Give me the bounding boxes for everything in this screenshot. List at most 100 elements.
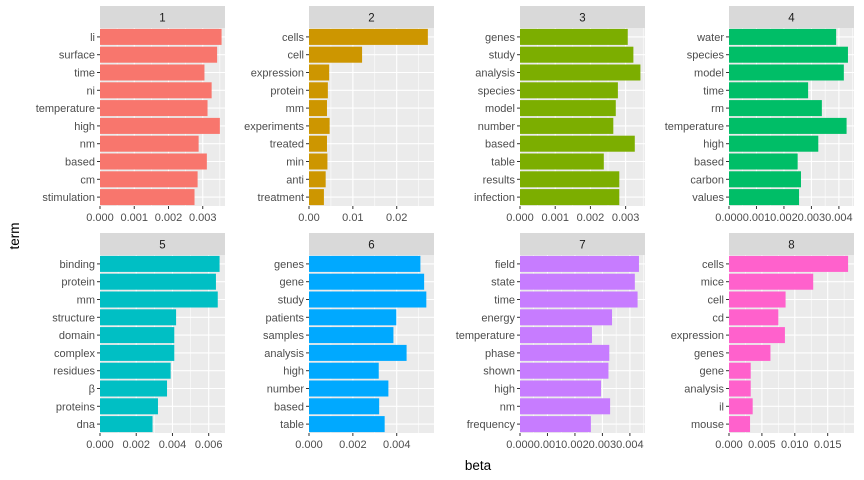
y-tick-label: high <box>283 366 304 378</box>
bar-carbon <box>729 171 801 188</box>
y-tick-label: gene <box>700 366 724 378</box>
bar-cm <box>100 171 198 188</box>
y-tick-label: analysis <box>475 68 515 80</box>
bar-time <box>520 291 638 308</box>
bar-study <box>309 291 427 308</box>
y-tick-label: analysis <box>684 384 724 396</box>
x-tick-label: 0.000 <box>295 439 323 451</box>
bar-anti <box>309 171 326 188</box>
y-tick-label: genes <box>485 32 515 44</box>
y-tick-label: genes <box>274 259 304 271</box>
y-tick-label: cell <box>707 295 724 307</box>
bar-genes <box>520 28 628 45</box>
x-tick-label: 0.003 <box>589 439 617 451</box>
bar-based <box>729 153 798 170</box>
y-tick-label: cd <box>712 312 724 324</box>
bar-based <box>309 398 380 415</box>
facet-strip <box>309 233 434 255</box>
bar-mm <box>100 291 218 308</box>
y-tick-label: number <box>267 384 305 396</box>
bar-li <box>100 28 222 45</box>
bar-temperature <box>100 100 208 117</box>
bar-phase <box>520 344 610 361</box>
bar-dna <box>100 416 153 433</box>
x-tick-label: 0.002 <box>339 439 367 451</box>
bar-species <box>729 46 848 63</box>
x-tick-label: 0.000 <box>715 212 743 224</box>
y-tick-label: temperature <box>36 103 95 115</box>
bar-model <box>520 100 616 117</box>
x-tick-label: 0.000 <box>86 439 114 451</box>
y-tick-label: values <box>692 192 724 204</box>
x-tick-label: 0.001 <box>534 439 562 451</box>
x-tick-label: 0.001 <box>120 212 148 224</box>
bar-high <box>309 362 379 379</box>
y-tick-label: study <box>489 50 516 62</box>
y-tick-label: carbon <box>690 174 724 186</box>
x-tick-label: 0.015 <box>814 439 842 451</box>
facet-strip-label: 4 <box>788 13 795 25</box>
bar-time <box>729 82 809 99</box>
bar-ni <box>100 82 212 99</box>
y-tick-label: li <box>90 32 95 44</box>
y-tick-label: water <box>696 32 724 44</box>
y-tick-label: patients <box>265 312 304 324</box>
bar-samples <box>309 327 394 344</box>
y-tick-label: treatment <box>258 192 304 204</box>
y-tick-label: proteins <box>56 401 96 413</box>
bar-rm <box>729 100 822 117</box>
bar-mm <box>309 100 327 117</box>
bar-based <box>520 135 635 152</box>
y-tick-label: frequency <box>467 419 516 431</box>
x-tick-label: 0.002 <box>122 439 150 451</box>
bar-structure <box>100 309 177 326</box>
y-tick-label: anti <box>286 174 304 186</box>
bar-temperature <box>729 117 847 134</box>
x-tick-label: 0.004 <box>159 439 187 451</box>
x-tick-label: 0.001 <box>743 212 771 224</box>
y-tick-label: table <box>491 157 515 169</box>
bar-field <box>520 255 639 272</box>
y-tick-label: residues <box>53 366 95 378</box>
bar-analysis <box>729 380 751 397</box>
bar-protein <box>100 273 216 290</box>
facet-strip <box>100 6 225 28</box>
bar-temperature <box>520 327 592 344</box>
bar-frequency <box>520 416 591 433</box>
facet-panel-2: 2 cells cell expression protein mm experiments… <box>244 6 434 224</box>
x-tick-label: 0.004 <box>825 212 853 224</box>
y-tick-label: energy <box>481 312 515 324</box>
y-tick-label: experiments <box>244 121 304 133</box>
x-axis-title: beta <box>465 458 492 473</box>
bar-il <box>729 398 753 415</box>
x-tick-label: 0.002 <box>561 439 589 451</box>
y-tick-label: expression <box>671 330 724 342</box>
bar-domain <box>100 327 175 344</box>
y-tick-label: time <box>74 68 95 80</box>
x-tick-label: 0.000 <box>715 439 743 451</box>
bar-treatment <box>309 189 324 206</box>
y-tick-label: dna <box>77 419 96 431</box>
facet-strip-label: 1 <box>159 13 165 25</box>
y-tick-label: cells <box>282 32 305 44</box>
facet-strip-label: 8 <box>788 240 794 252</box>
bar-genes <box>729 344 771 361</box>
y-tick-label: infection <box>474 192 515 204</box>
bar-nm <box>520 398 611 415</box>
facet-strip-label: 3 <box>579 13 585 25</box>
y-tick-label: protein <box>270 85 304 97</box>
bar-gene <box>729 362 751 379</box>
bar-expression <box>309 64 330 81</box>
y-tick-label: cells <box>702 259 725 271</box>
y-tick-label: mm <box>286 103 304 115</box>
y-tick-label: species <box>478 85 516 97</box>
x-tick-label: 0.010 <box>781 439 809 451</box>
y-tick-label: results <box>483 174 516 186</box>
bar-nm <box>100 135 199 152</box>
bar-analysis <box>520 64 641 81</box>
y-tick-label: study <box>278 295 305 307</box>
y-tick-label: protein <box>61 277 95 289</box>
y-tick-label: samples <box>263 330 304 342</box>
bar-values <box>729 189 800 206</box>
